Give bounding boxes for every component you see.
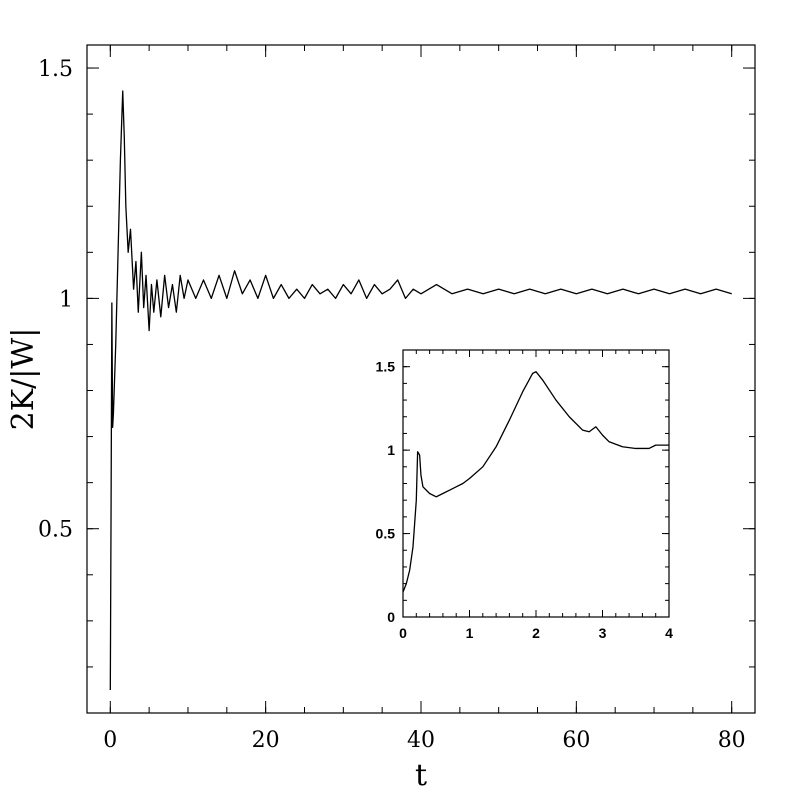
main-series [109, 90, 732, 690]
x-tick-label: 0 [103, 728, 117, 753]
y-tick-label: 0 [387, 609, 395, 625]
x-tick-label: 1 [466, 625, 474, 641]
x-tick-label: 2 [532, 625, 540, 641]
series-line [109, 90, 732, 690]
y-tick-label: 0.5 [38, 518, 73, 543]
main-x-axis-title: t [415, 758, 427, 793]
inset-background [403, 350, 669, 617]
inset-chart: 0 1 2 3 4 0 0.5 1 1.5 [376, 349, 673, 641]
y-tick-label: 0.5 [376, 526, 396, 542]
y-tick-label: 1.5 [38, 57, 73, 82]
y-tick-label: 1 [59, 287, 73, 312]
main-chart: 0 20 40 60 800.511.5 t 2K/|W| [6, 44, 756, 793]
x-tick-label: 20 [252, 728, 280, 753]
series-line [402, 371, 669, 593]
inset-ticks: 0 1 2 3 4 0 0.5 1 1.5 [376, 350, 673, 641]
x-tick-label: 4 [665, 625, 673, 641]
main-y-axis-title: 2K/|W| [6, 328, 41, 431]
y-tick-label: 1.5 [376, 359, 396, 375]
x-tick-label: 60 [562, 728, 590, 753]
inset-series [402, 371, 669, 593]
x-tick-label: 40 [407, 728, 435, 753]
x-tick-label: 80 [718, 728, 746, 753]
x-tick-label: 0 [399, 625, 407, 641]
y-tick-label: 1 [387, 442, 395, 458]
main-ticks: 0 20 40 60 800.511.5 [38, 45, 755, 753]
x-tick-label: 3 [599, 625, 607, 641]
